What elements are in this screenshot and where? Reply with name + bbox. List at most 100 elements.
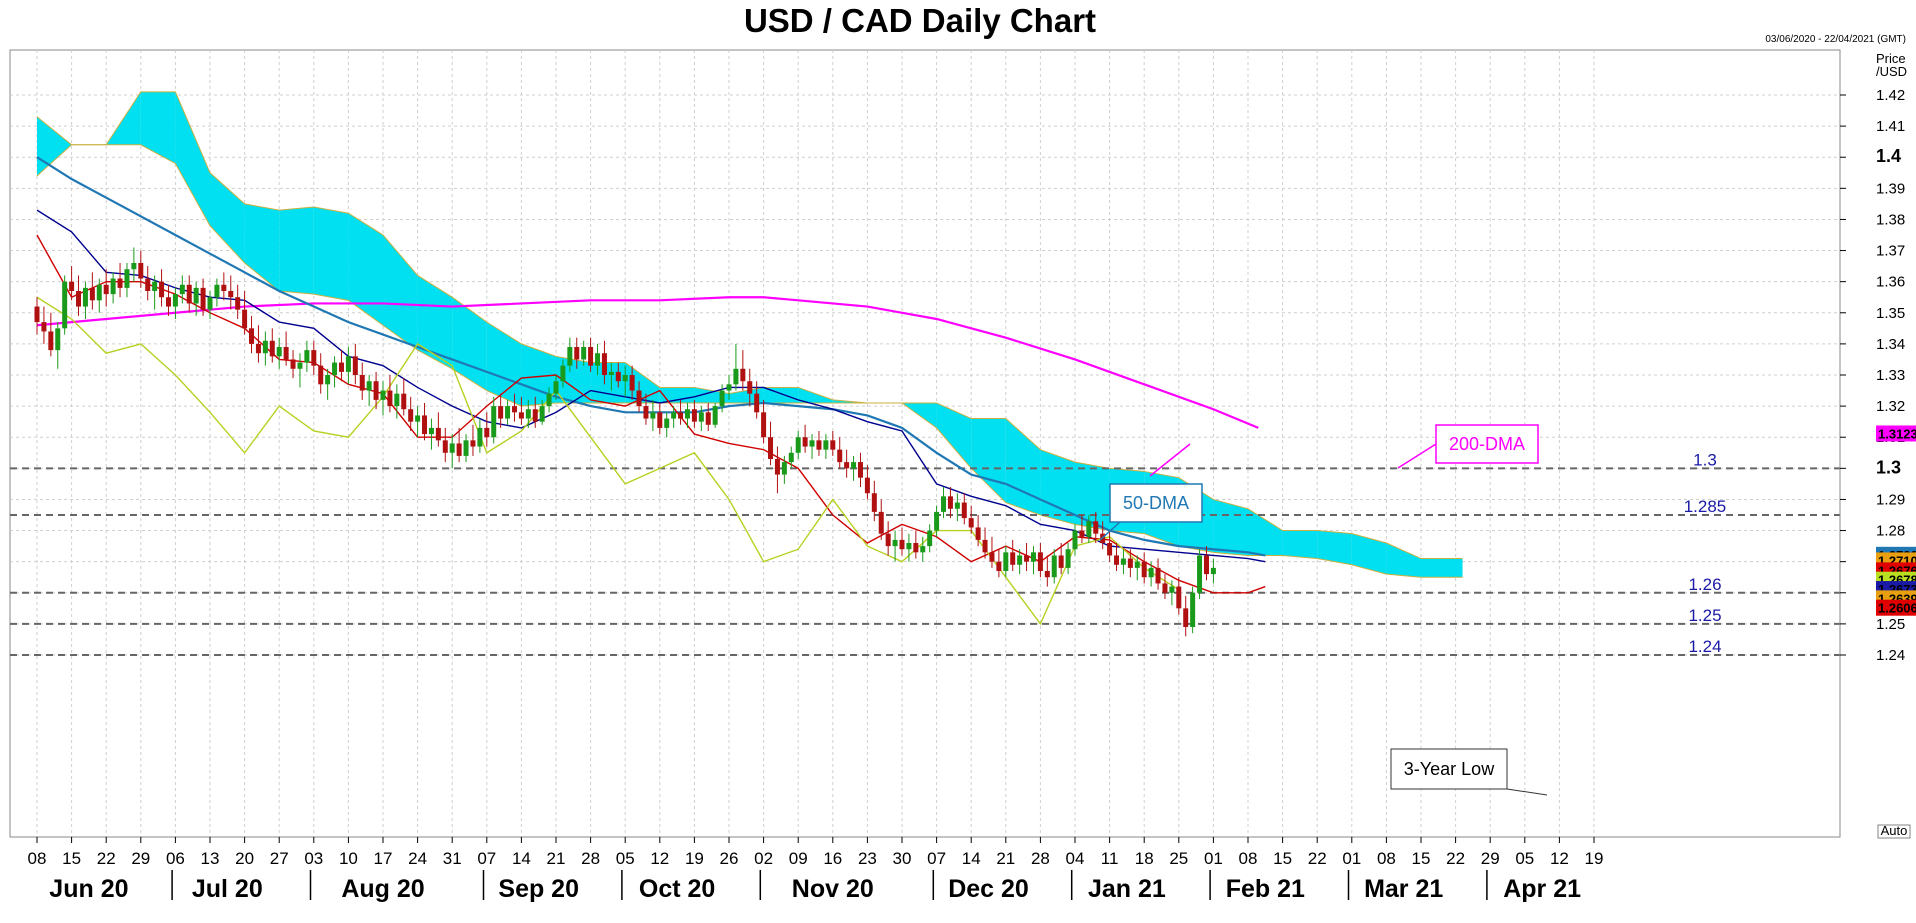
x-tick-label: 28 xyxy=(1031,849,1050,868)
x-tick-label: 25 xyxy=(1169,849,1188,868)
candle xyxy=(761,399,767,444)
x-tick-label: 29 xyxy=(131,849,150,868)
candle xyxy=(608,362,614,391)
x-tick-label: 10 xyxy=(339,849,358,868)
candle xyxy=(145,266,151,301)
candle-body xyxy=(636,390,642,407)
candle xyxy=(1127,549,1133,578)
price-tag-bg xyxy=(1876,425,1916,442)
candle xyxy=(55,322,61,369)
candle-body xyxy=(338,362,344,372)
candle xyxy=(138,250,144,288)
candle xyxy=(69,266,75,301)
candle xyxy=(726,375,732,400)
candle-body xyxy=(152,281,158,291)
candle-body xyxy=(1017,555,1023,565)
candle xyxy=(131,247,137,282)
cloud-segment xyxy=(763,387,799,403)
candle-body xyxy=(920,546,926,553)
candle xyxy=(629,365,635,400)
candle xyxy=(1058,543,1064,575)
candle-body xyxy=(435,427,441,441)
price-tag-label: 1.2606 xyxy=(1878,601,1916,616)
candle-body xyxy=(228,291,234,298)
candle-body xyxy=(1203,555,1209,575)
annotation-200dma-pointer xyxy=(1149,443,1191,477)
candle-body xyxy=(449,443,455,453)
candle xyxy=(1155,558,1161,590)
x-tick-label: 22 xyxy=(97,849,116,868)
candle xyxy=(255,325,261,363)
candle-body xyxy=(103,284,109,295)
candle-body xyxy=(255,343,261,354)
candle xyxy=(754,381,760,419)
candle xyxy=(311,340,317,375)
candle xyxy=(103,269,109,307)
candle-body xyxy=(698,412,704,422)
candle-body xyxy=(1065,549,1071,568)
candle-body xyxy=(408,409,414,422)
x-tick-label: 03 xyxy=(304,849,323,868)
candle xyxy=(636,381,642,413)
candles xyxy=(34,247,1216,637)
candle xyxy=(269,328,275,363)
candle-body xyxy=(525,409,531,419)
y-tick-label: 1.38 xyxy=(1876,211,1905,228)
x-tick-label: 05 xyxy=(616,849,635,868)
candle-body xyxy=(581,347,587,360)
candle-body xyxy=(138,263,144,279)
candle xyxy=(539,399,545,425)
candle-body xyxy=(442,440,448,453)
candle-body xyxy=(927,530,933,547)
candle xyxy=(387,375,393,413)
candle-body xyxy=(954,502,960,509)
candle-body xyxy=(989,552,995,562)
candle-body xyxy=(1210,567,1216,575)
x-tick-label: 19 xyxy=(1585,849,1604,868)
candle xyxy=(684,403,690,428)
candle xyxy=(947,487,953,519)
auto-scale-label: Auto xyxy=(1881,823,1908,838)
y-tick-label: 1.29 xyxy=(1876,491,1905,508)
candle xyxy=(415,406,421,438)
candle xyxy=(235,284,241,319)
x-tick-label: 28 xyxy=(581,849,600,868)
candle xyxy=(249,315,255,354)
candle xyxy=(574,337,580,369)
candle xyxy=(532,396,538,428)
candle-body xyxy=(830,440,836,450)
candle-body xyxy=(851,462,857,469)
candle xyxy=(961,493,967,525)
x-tick-label: 24 xyxy=(408,849,427,868)
cloud-segment xyxy=(244,203,280,291)
candle-body xyxy=(484,427,490,438)
candle-body xyxy=(574,347,580,360)
cloud-segment xyxy=(348,213,383,326)
x-tick-label: 15 xyxy=(62,849,81,868)
candle xyxy=(110,272,116,304)
candle-body xyxy=(380,390,386,400)
candle-body xyxy=(62,281,68,329)
cloud-segment xyxy=(798,387,833,403)
candle xyxy=(1037,543,1043,578)
candle xyxy=(172,287,178,319)
month-label: Jul 20 xyxy=(192,875,263,903)
price-tag-bg xyxy=(1876,599,1916,616)
cloud-segment xyxy=(1386,543,1421,578)
candle-body xyxy=(352,356,358,375)
x-tick-label: 21 xyxy=(547,849,566,868)
candle xyxy=(380,381,386,416)
candle xyxy=(1065,543,1071,575)
month-label: Mar 21 xyxy=(1364,875,1443,903)
month-label: Apr 21 xyxy=(1503,875,1581,903)
candle-body xyxy=(844,462,850,469)
candle xyxy=(954,493,960,522)
candle xyxy=(511,393,517,422)
x-tick-label: 30 xyxy=(893,849,912,868)
candle xyxy=(165,284,171,316)
candle-body xyxy=(186,284,192,304)
candle xyxy=(864,465,870,500)
candle xyxy=(595,343,601,375)
candle-body xyxy=(304,350,310,363)
candle xyxy=(691,399,697,428)
